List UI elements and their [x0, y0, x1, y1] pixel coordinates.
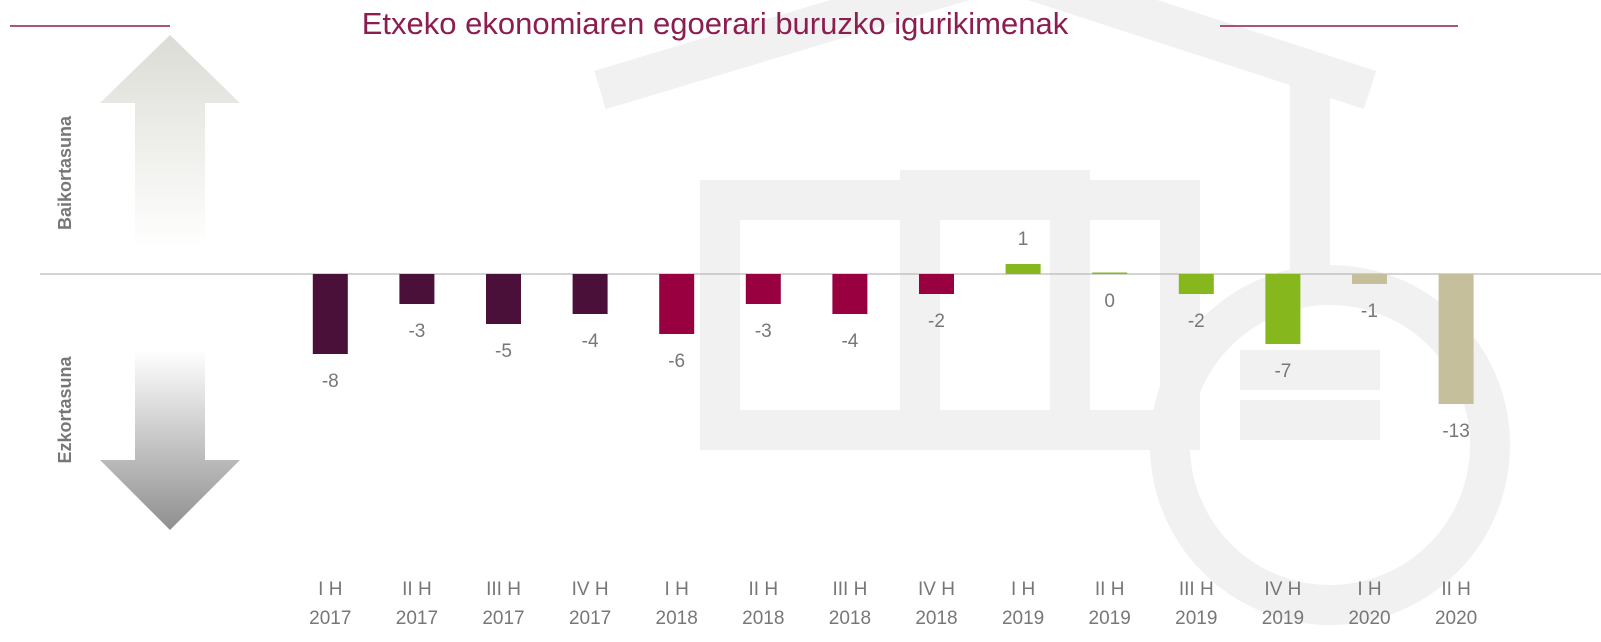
data-label: -5: [495, 341, 512, 362]
x-tick-label: 2019: [1089, 608, 1131, 629]
x-tick-label: IV H: [1264, 579, 1301, 600]
bar: [572, 274, 608, 314]
x-tick-label: 2018: [742, 608, 784, 629]
data-label: -3: [408, 321, 425, 342]
bar: [659, 274, 695, 334]
bar: [1438, 274, 1474, 404]
x-tick-label: 2020: [1348, 608, 1390, 629]
x-tick-label: IV H: [918, 579, 955, 600]
bar: [919, 274, 954, 294]
x-tick-label: 2017: [482, 608, 524, 629]
x-tick-label: 2018: [915, 608, 957, 629]
data-label: -4: [841, 331, 858, 352]
x-tick-label: II H: [402, 579, 432, 600]
x-tick-label: I H: [665, 579, 689, 600]
lower-label: Ezkortasuna: [55, 356, 75, 464]
data-label: -1: [1361, 301, 1378, 322]
bar: [486, 274, 521, 324]
upper-label: Baikortasuna: [55, 115, 75, 230]
bar: [1352, 274, 1387, 284]
bar: [399, 274, 435, 304]
data-label: -2: [928, 311, 945, 332]
x-tick-label: 2019: [1175, 608, 1217, 629]
bar: [1005, 264, 1041, 274]
x-tick-label: 2017: [569, 608, 611, 629]
data-label: -4: [582, 331, 599, 352]
bar: [312, 274, 348, 354]
pessimism-arrow: [100, 350, 240, 530]
x-tick-label: III H: [1179, 579, 1214, 600]
bar: [745, 274, 781, 304]
data-label: -13: [1442, 421, 1469, 442]
data-label: -6: [668, 351, 685, 372]
x-tick-label: II H: [1441, 579, 1471, 600]
x-tick-label: 2017: [309, 608, 351, 629]
data-label: -8: [322, 371, 339, 392]
watermark: [594, 0, 1510, 625]
bar: [832, 274, 868, 314]
x-tick-label: III H: [486, 579, 521, 600]
data-label: -3: [755, 321, 772, 342]
x-tick-label: III H: [832, 579, 867, 600]
x-tick-label: 2018: [656, 608, 698, 629]
data-label: -7: [1274, 361, 1291, 382]
data-label: 0: [1104, 291, 1115, 312]
optimism-arrow: [100, 35, 240, 248]
chart-title: Etxeko ekonomiaren egoerari buruzko igur…: [362, 6, 1069, 41]
x-tick-label: I H: [318, 579, 342, 600]
x-tick-label: 2017: [396, 608, 438, 629]
x-tick-label: II H: [749, 579, 779, 600]
bar: [1265, 274, 1301, 344]
bar: [1092, 272, 1128, 274]
x-tick-label: I H: [1011, 579, 1035, 600]
x-tick-label: 2020: [1435, 608, 1477, 629]
x-tick-label: 2019: [1262, 608, 1304, 629]
bar: [1178, 274, 1214, 294]
x-tick-label: I H: [1357, 579, 1381, 600]
x-tick-label: 2018: [829, 608, 871, 629]
x-tick-label: 2019: [1002, 608, 1044, 629]
data-label: -2: [1188, 311, 1205, 332]
x-tick-label: II H: [1095, 579, 1125, 600]
x-tick-label: IV H: [572, 579, 609, 600]
data-label: 1: [1018, 229, 1029, 250]
